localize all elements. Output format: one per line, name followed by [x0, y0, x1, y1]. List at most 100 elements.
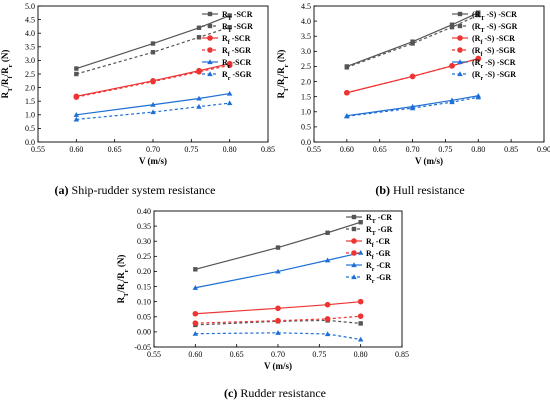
chart-a-point-1-1 [150, 50, 156, 55]
chart-c-point-4-2 [324, 257, 331, 263]
chart-a-point-0-0 [74, 66, 79, 71]
caption-b-text: Hull resistance [393, 183, 465, 197]
chart-c-legend-label-0: RT -CR [366, 213, 392, 225]
chart-a-legend-marker-2 [207, 35, 213, 41]
chart-c-point-0-1 [275, 245, 281, 250]
chart-c-point-3-1 [275, 317, 281, 324]
chart-a-y-tick-label-8: 4.0 [25, 29, 35, 38]
chart-b-point-3-2 [449, 63, 455, 69]
chart-c-legend-label-4: Rr -CR [366, 261, 391, 273]
chart-a-x-tick-label-2: 0.65 [108, 145, 122, 154]
chart-c-legend-label-1: RT -GR [366, 225, 393, 237]
chart-b-point-1-1 [410, 41, 415, 46]
chart-a-point-5-3 [226, 100, 233, 106]
chart-a-series-line-5 [76, 102, 230, 121]
chart-b-x-tick-label-0: 0.55 [307, 145, 321, 154]
chart-b-point-1-0 [344, 65, 350, 70]
chart-a-x-tick-label-5: 0.80 [223, 145, 237, 154]
chart-c-svg: 0.55 0.60 0.65 0.70 0.75 0.80 0.85 -0.05 0.00 0.0… [116, 207, 409, 371]
chart-b-y-tick-label-1: 0.5 [301, 123, 311, 132]
chart-b-point-3-1 [409, 73, 416, 80]
chart-a-point-4-2 [196, 95, 202, 101]
chart-b-point-3-0 [344, 89, 350, 96]
chart-c-legend-marker-2 [351, 238, 357, 244]
chart-a-legend-marker-0 [207, 11, 213, 17]
chart-c-legend-label-5: Rr -GR [366, 273, 391, 285]
chart-a-point-4-0 [73, 112, 80, 117]
caption-a-text: Ship-rudder system resistance [71, 183, 216, 197]
chart-b-x-tick-label-5: 0.80 [471, 145, 485, 154]
chart-a-x-tick-label-0: 0.55 [31, 145, 45, 154]
chart-b-point-5-1 [409, 105, 416, 111]
caption-b: (b) Hull resistance [290, 183, 550, 198]
chart-c-point-5-2 [324, 331, 331, 337]
chart-b-point-5-3 [475, 94, 482, 100]
chart-a-legend-label-2: Rf -SCR [222, 34, 251, 46]
chart-b-series-line-5 [346, 96, 479, 117]
chart-c: 0.55 0.60 0.65 0.70 0.75 0.80 0.85 -0.05 0.00 0.0… [110, 205, 410, 383]
chart-c-point-5-3 [357, 336, 364, 342]
y-axis-label: RT/Rf/Rr (N) [0, 50, 14, 99]
chart-c-legend-label-2: Rf -CR [366, 237, 390, 249]
chart-a-x-tick-label-6: 0.85 [261, 145, 275, 154]
chart-b-legend-label-4: (Rr -S) -SCR [472, 58, 516, 70]
chart-b-y-tick-label-4: 2.0 [301, 77, 311, 86]
chart-c-y-tick-label-5: 0.20 [137, 267, 151, 276]
chart-c-y-tick-label-1: 0.00 [137, 328, 151, 337]
chart-a-legend-marker-3 [207, 47, 213, 53]
chart-b-point-5-0 [344, 113, 350, 119]
chart-c-point-5-1 [275, 330, 281, 335]
chart-a-point-4-1 [150, 101, 156, 107]
chart-b-y-tick-label-5: 2.5 [301, 62, 311, 71]
chart-c-y-tick-label-3: 0.10 [137, 297, 151, 306]
chart-c-x-tick-label-5: 0.80 [354, 350, 368, 359]
caption-b-tag: (b) [375, 183, 390, 197]
chart-c-legend-marker-5 [351, 274, 357, 280]
chart-a-point-0-3 [227, 13, 232, 18]
chart-c-series-line-4 [195, 252, 361, 289]
caption-a-tag: (a) [54, 183, 69, 197]
chart-c-x-tick-label-4: 0.75 [312, 350, 326, 359]
chart-a-x-tick-label-1: 0.60 [69, 145, 83, 154]
chart-c-point-3-3 [357, 313, 364, 319]
chart-b-legend-label-2: (Rf -S) -SCR [472, 34, 515, 46]
chart-a-point-0-1 [150, 41, 156, 46]
chart-c-legend-marker-1 [351, 226, 357, 232]
chart-c-point-1-3 [358, 321, 363, 326]
chart-c-point-2-2 [324, 301, 331, 308]
chart-a-y-tick-label-4: 2.0 [25, 83, 35, 92]
chart-a-y-tick-label-6: 3.0 [25, 56, 35, 65]
chart-c-plot-frame [153, 210, 403, 348]
chart-b-y-tick-label-8: 4.0 [301, 17, 311, 26]
chart-c-series-line-5 [195, 332, 361, 341]
chart-a-series-line-0 [76, 14, 230, 70]
chart-a-y-tick-label-1: 0.5 [25, 124, 35, 133]
chart-c-y-tick-label-6: 0.25 [137, 252, 151, 261]
chart-a-legend-label-4: Rr -SCR [222, 58, 251, 70]
chart-c-series-line-2 [195, 301, 361, 315]
chart-a-point-3-2 [196, 69, 202, 75]
chart-c-point-0-3 [358, 219, 363, 225]
chart-b-legend-label-3: (Rf -S) -SGR [472, 46, 516, 58]
y-axis-label: RT/Rf/Rr (N) [116, 255, 130, 304]
chart-b-legend-label-0: (RT -S) -SCR [472, 10, 517, 22]
chart-b-legend: (RT -S) -SCR(RT -S) -SGR(Rf -S) -SCR(Rf … [452, 10, 518, 82]
chart-a-y-tick-label-7: 3.5 [25, 43, 35, 52]
chart-b-legend-marker-2 [457, 35, 463, 41]
chart-a-series-line-3 [76, 64, 230, 98]
chart-a-y-tick-label-3: 1.5 [25, 97, 35, 106]
chart-a-point-3-1 [150, 78, 156, 85]
chart-c-point-2-3 [357, 298, 364, 305]
chart-a-x-tick-label-4: 0.75 [184, 145, 198, 154]
caption-a: (a) Ship-rudder system resistance [0, 183, 270, 198]
chart-c-y-tick-label-8: 0.35 [137, 222, 151, 231]
chart-b-x-tick-label-4: 0.75 [438, 145, 452, 154]
chart-a-legend-marker-1 [207, 23, 213, 29]
chart-a-legend-label-1: RT -SGR [222, 22, 253, 34]
chart-c-y-tick-label-7: 0.30 [137, 237, 151, 246]
chart-b-point-1-2 [449, 24, 455, 30]
chart-b-series-line-1 [346, 14, 479, 68]
chart-c-series-line-1 [195, 319, 361, 326]
chart-c-x-tick-label-6: 0.85 [395, 350, 409, 359]
chart-c-point-2-0 [192, 310, 199, 317]
